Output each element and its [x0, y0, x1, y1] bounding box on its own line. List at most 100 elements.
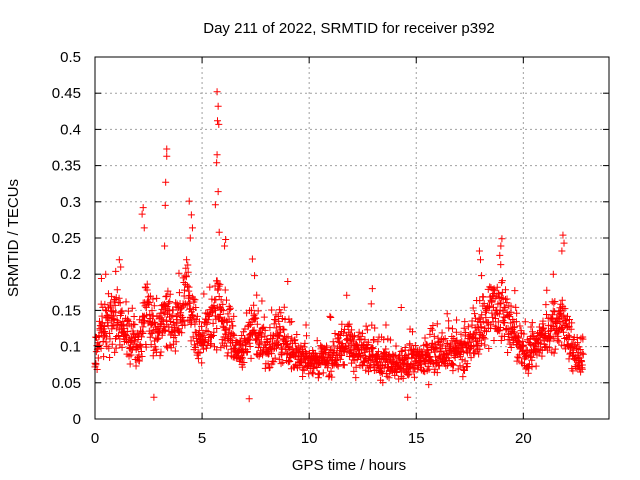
- data-point: [566, 333, 574, 341]
- data-point: [201, 336, 209, 344]
- data-point: [426, 330, 434, 338]
- data-point-spike: [222, 235, 230, 243]
- data-point: [207, 341, 215, 349]
- data-point: [543, 286, 551, 294]
- data-point: [162, 342, 170, 350]
- data-point: [183, 256, 191, 264]
- data-point: [449, 367, 457, 375]
- data-point: [138, 333, 146, 341]
- data-point: [368, 321, 376, 329]
- data-point: [158, 316, 166, 324]
- data-point: [470, 342, 478, 350]
- data-point: [355, 328, 363, 336]
- data-point: [98, 312, 106, 320]
- data-point: [286, 318, 294, 326]
- data-point: [251, 315, 259, 323]
- data-point: [284, 333, 292, 341]
- data-point: [338, 320, 346, 328]
- data-point: [525, 364, 533, 372]
- data-point: [561, 305, 569, 313]
- data-point: [558, 296, 566, 304]
- data-point: [226, 304, 234, 312]
- data-point: [386, 336, 394, 344]
- data-point: [450, 361, 458, 369]
- data-point: [112, 344, 120, 352]
- data-point: [116, 299, 124, 307]
- data-point: [245, 321, 253, 329]
- data-point: [390, 352, 398, 360]
- data-point: [226, 305, 234, 313]
- axis-ticks: [94, 56, 609, 420]
- data-point: [143, 311, 151, 319]
- data-point: [495, 310, 503, 318]
- data-point: [497, 336, 505, 344]
- data-point: [179, 274, 187, 282]
- data-point: [528, 319, 536, 327]
- y-tick-label: 0.45: [52, 85, 81, 102]
- data-point: [271, 354, 279, 362]
- data-point: [130, 312, 138, 320]
- data-point: [210, 328, 218, 336]
- data-point: [506, 340, 514, 348]
- data-point: [343, 291, 351, 299]
- data-point: [384, 351, 392, 359]
- data-point: [324, 364, 332, 372]
- data-point: [131, 321, 139, 329]
- data-point: [256, 329, 264, 337]
- data-point: [166, 307, 174, 315]
- data-point: [275, 317, 283, 325]
- data-point: [430, 332, 438, 340]
- data-point: [171, 331, 179, 339]
- data-point: [149, 295, 157, 303]
- data-point: [138, 353, 146, 361]
- data-point: [485, 344, 493, 352]
- data-point: [538, 352, 546, 360]
- data-point: [448, 325, 456, 333]
- data-point: [479, 293, 487, 301]
- data-point: [326, 312, 334, 320]
- data-point: [389, 350, 397, 358]
- data-point-spike: [478, 272, 486, 280]
- data-point: [442, 362, 450, 370]
- data-point: [391, 371, 399, 379]
- data-point: [355, 346, 363, 354]
- data-point-spike: [221, 242, 229, 250]
- data-point: [433, 320, 441, 328]
- data-point-spike: [213, 151, 221, 159]
- data-point: [327, 346, 335, 354]
- data-point: [550, 349, 558, 357]
- data-point: [519, 337, 527, 345]
- data-point: [175, 269, 183, 277]
- data-point-spike: [214, 102, 222, 110]
- data-point: [551, 345, 559, 353]
- y-tick-label: 0.25: [52, 230, 81, 247]
- data-point: [301, 339, 309, 347]
- data-point: [366, 364, 374, 372]
- data-point: [175, 289, 183, 297]
- data-point: [478, 311, 486, 319]
- y-tick-label: 0.5: [60, 49, 81, 66]
- data-point: [189, 333, 197, 341]
- data-point: [157, 348, 165, 356]
- data-point: [481, 341, 489, 349]
- data-point-spike: [245, 395, 253, 403]
- data-point: [180, 317, 188, 325]
- data-point: [409, 328, 417, 336]
- data-point: [504, 312, 512, 320]
- data-point: [108, 325, 116, 333]
- data-point: [425, 365, 433, 373]
- data-point: [219, 300, 227, 308]
- data-point: [161, 327, 169, 335]
- data-point: [184, 282, 192, 290]
- data-point: [490, 287, 498, 295]
- data-point: [497, 261, 505, 269]
- data-point: [187, 337, 195, 345]
- data-point: [510, 323, 518, 331]
- data-point-spike: [560, 239, 568, 247]
- data-point: [504, 325, 512, 333]
- data-point: [207, 340, 215, 348]
- data-point: [92, 360, 100, 368]
- data-point: [134, 332, 142, 340]
